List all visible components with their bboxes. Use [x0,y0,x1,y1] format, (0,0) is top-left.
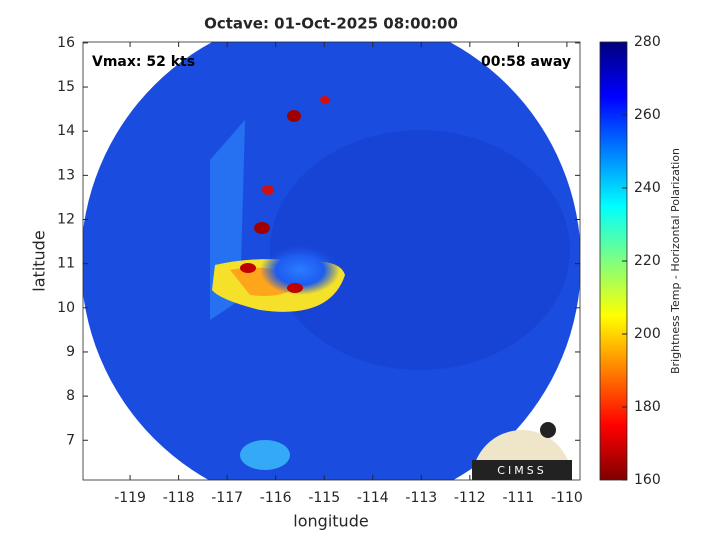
colorbar-tick-label: 220 [634,253,661,269]
annotation: 00:58 away [481,54,571,70]
texture [270,130,570,370]
x-tick-label: -112 [454,490,486,506]
chart-title: Octave: 01-Oct-2025 08:00:00 [204,15,458,33]
colorbar-tick-label: 240 [634,180,661,196]
colorbar-tick-label: 160 [634,472,661,488]
x-tick-label: -115 [308,490,340,506]
y-tick-label: 14 [57,123,75,139]
colorbar-tick-label: 280 [634,34,661,50]
y-tick-label: 16 [57,35,75,51]
y-tick-label: 15 [57,79,75,95]
colorbar-tick-label: 260 [634,107,661,123]
annotation: Vmax: 52 kts [92,54,195,70]
x-axis-label: longitude [293,512,368,531]
convection [287,283,303,293]
satellite-image [83,42,580,480]
y-tick-label: 8 [66,388,75,404]
x-tick-label: -116 [260,490,292,506]
x-tick-label: -111 [502,490,534,506]
x-tick-label: -113 [405,490,437,506]
convection [287,110,301,122]
convection [320,96,330,104]
logo-text: CIMSS [497,464,546,477]
colorbar-tick-label: 200 [634,326,661,342]
convection [240,263,256,273]
x-tick-label: -118 [163,490,195,506]
y-tick-label: 11 [57,256,75,272]
y-tick-label: 13 [57,167,75,183]
axes-box [82,41,581,481]
eyewall [260,245,340,295]
logo: CIMSS [472,422,572,480]
x-tick-label: -117 [211,490,243,506]
y-tick-label: 9 [66,344,75,360]
x-tick-label: -110 [551,490,583,506]
y-tick-label: 10 [57,300,75,316]
x-tick-label: -114 [357,490,389,506]
convection [254,222,270,234]
colorbar-tick-label: 180 [634,399,661,415]
x-tick-label: -119 [114,490,146,506]
y-axis-label: latitude [30,230,49,291]
y-tick-label: 12 [57,211,75,227]
colorbar-label: Brightness Temp - Horizontal Polarizatio… [669,148,682,374]
rainband [240,440,290,470]
y-tick-label: 7 [66,432,75,448]
convection [262,185,274,195]
